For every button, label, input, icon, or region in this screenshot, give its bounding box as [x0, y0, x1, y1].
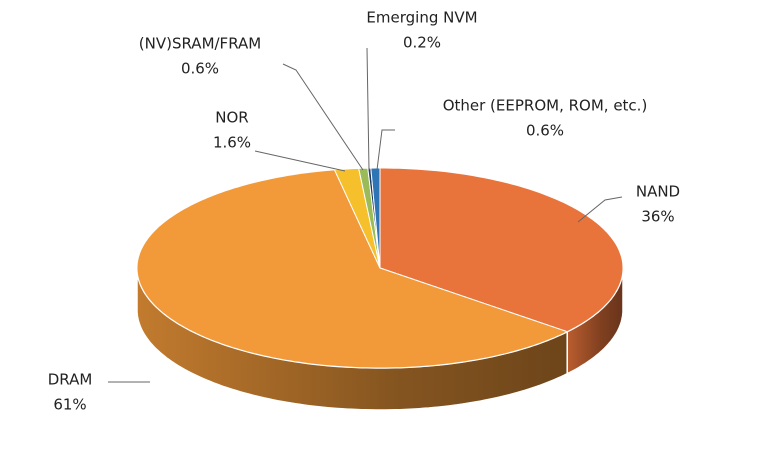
value-label: 61%	[53, 396, 86, 414]
leader-line	[376, 129, 395, 171]
value-label: 36%	[641, 208, 674, 226]
leader-line	[254, 150, 346, 172]
slice-label: NAND	[636, 183, 680, 201]
value-label: 0.6%	[181, 60, 219, 78]
slice	[136, 169, 569, 369]
value-label: 0.6%	[526, 122, 564, 140]
leader-line	[577, 196, 623, 223]
slice-label: Emerging NVM	[366, 9, 477, 27]
value-label: 1.6%	[213, 134, 251, 152]
slice-label: NOR	[215, 109, 248, 127]
leader-line	[282, 63, 364, 171]
slice-label: Other (EEPROM, ROM, etc.)	[443, 97, 648, 115]
slice-label: DRAM	[48, 371, 93, 389]
slice	[333, 167, 381, 269]
slice	[370, 167, 381, 269]
value-label: 0.2%	[403, 34, 441, 52]
slice	[379, 167, 624, 333]
slice-label: (NV)SRAM/FRAM	[139, 35, 261, 53]
leader-line	[366, 47, 370, 171]
